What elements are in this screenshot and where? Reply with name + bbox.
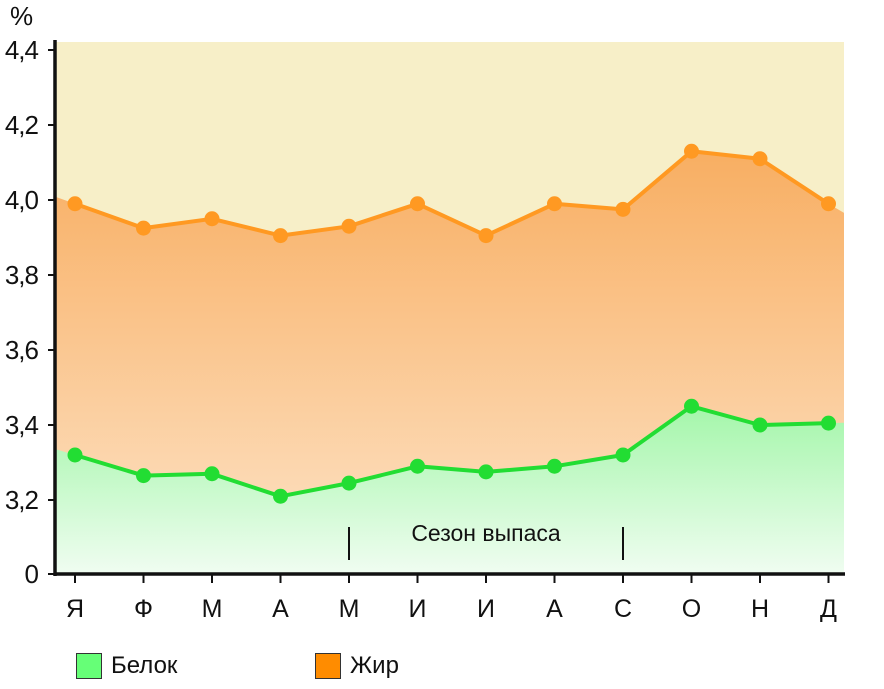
y-tick-label: 4,2 (5, 110, 39, 140)
protein-swatch (76, 653, 102, 679)
protein-line (74, 404, 829, 499)
protein-point (615, 447, 631, 463)
y-tick-label: 3,8 (5, 260, 39, 290)
protein-point (341, 475, 357, 491)
season-label: Сезон выпаса (411, 520, 561, 546)
y-tick-label: 3,2 (5, 485, 39, 515)
protein-point (547, 458, 562, 474)
fat-point (341, 218, 357, 234)
protein-area (55, 406, 844, 574)
y-tick-label: 3,4 (5, 410, 39, 440)
fat-point (615, 201, 631, 217)
fat-points (67, 143, 836, 244)
legend-item-protein: Белок (76, 652, 177, 680)
protein-point (684, 398, 699, 414)
unit-label: % (10, 1, 33, 31)
y-tick-label: 4,4 (5, 35, 39, 65)
fat-legend-label: Жир (350, 652, 399, 679)
x-tick-label: Д (820, 595, 837, 623)
y-tick-label: 0 (25, 559, 39, 589)
protein-point (67, 447, 83, 463)
fat-point (684, 143, 699, 159)
y-tick-label: 4,0 (5, 185, 39, 215)
protein-points (67, 398, 836, 504)
x-tick-label: О (682, 595, 701, 623)
protein-point (752, 417, 768, 433)
fat-point (821, 196, 836, 212)
fat-point (273, 228, 288, 244)
protein-point (821, 415, 836, 431)
protein-legend-label: Белок (111, 652, 178, 679)
protein-point (478, 464, 494, 480)
fat-swatch (315, 653, 341, 679)
x-tick-label: М (339, 595, 360, 623)
protein-point (204, 466, 220, 482)
fat-line (74, 149, 830, 238)
x-tick-label: Я (66, 595, 84, 623)
y-tick-label: 3,6 (5, 335, 39, 365)
fat-point (67, 196, 83, 212)
fat-point (204, 211, 220, 227)
fat-point (547, 196, 562, 212)
x-tick-label: А (272, 595, 289, 623)
fat-point (136, 220, 151, 236)
fat-point (752, 151, 768, 167)
x-tick-label: И (409, 595, 427, 623)
protein-point (410, 458, 425, 474)
fat-point (478, 228, 494, 244)
protein-point (136, 468, 151, 484)
y-ticks: 0 3,2 3,4 3,6 3,8 4,0 4,2 4,4 (5, 35, 55, 589)
protein-point (273, 488, 288, 504)
x-tick-label: Н (751, 595, 769, 623)
x-tick-label: А (546, 595, 563, 623)
legend-item-fat: Жир (315, 652, 399, 680)
fat-point (410, 196, 425, 212)
x-tick-label: С (614, 595, 632, 623)
x-tick-label: М (202, 595, 223, 623)
x-tick-label: И (477, 595, 495, 623)
x-tick-label: Ф (134, 595, 153, 623)
